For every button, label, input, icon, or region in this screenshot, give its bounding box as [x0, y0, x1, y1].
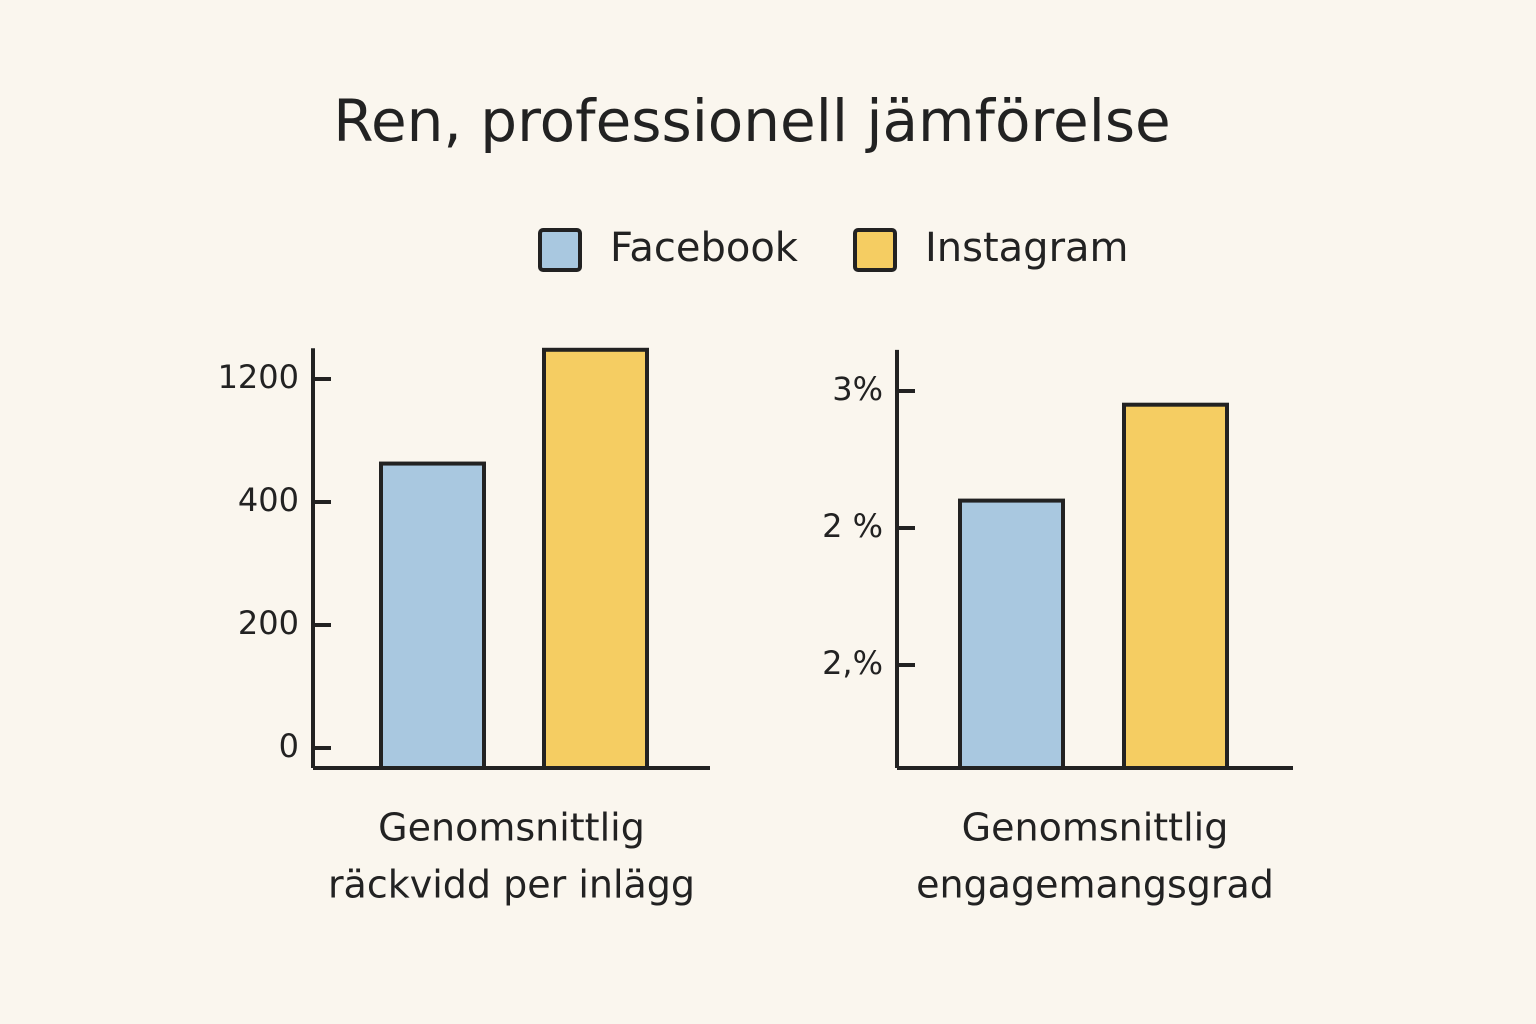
y-tick-label: 0: [279, 727, 299, 765]
x-axis-label: Genomsnittlig: [962, 806, 1229, 850]
y-tick-label: 200: [238, 604, 299, 642]
x-axis-label: Genomsnittlig: [378, 806, 645, 850]
y-tick-label: 2,%: [822, 644, 883, 682]
bar: [1122, 402, 1229, 770]
bar: [542, 347, 649, 770]
legend-label: Facebook: [610, 225, 799, 271]
x-axis-label: engagemangsgrad: [916, 863, 1274, 907]
y-tick-label: 1200: [218, 358, 299, 396]
y-tick-label: 2 %: [822, 507, 883, 545]
legend-swatch: [538, 228, 582, 272]
y-tick-label: 400: [238, 481, 299, 519]
legend-swatch: [853, 228, 897, 272]
chart-title: Ren, professionell jämförelse: [333, 87, 1170, 155]
x-axis-label: räckvidd per inlägg: [328, 863, 695, 907]
bar: [379, 461, 486, 770]
y-tick-label: 3%: [832, 370, 883, 408]
legend-label: Instagram: [925, 225, 1129, 271]
bar: [958, 498, 1065, 770]
